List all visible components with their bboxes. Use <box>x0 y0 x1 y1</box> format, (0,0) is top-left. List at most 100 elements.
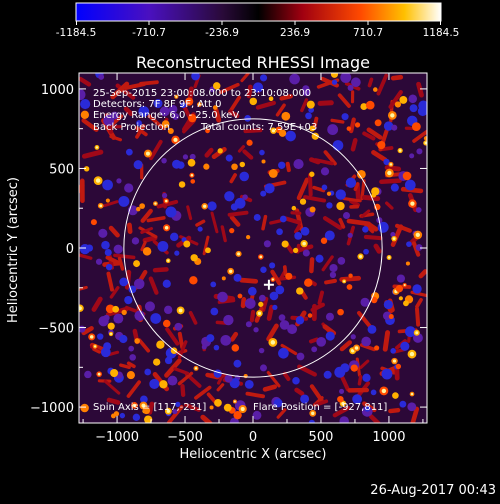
heatmap-blob <box>210 281 216 287</box>
heatmap-blob <box>75 89 86 100</box>
heatmap-blob <box>129 354 136 361</box>
heatmap-hotspot <box>246 235 250 239</box>
heatmap-streak <box>242 280 256 281</box>
heatmap-blob <box>324 371 332 379</box>
heatmap-blob <box>336 189 346 199</box>
heatmap-streak <box>311 160 318 162</box>
heatmap-blob <box>260 74 267 81</box>
heatmap-hotspot <box>351 364 358 371</box>
heatmap-blob <box>342 113 349 120</box>
heatmap-blob <box>158 241 169 252</box>
heatmap-blob <box>259 348 264 353</box>
heatmap-blob <box>297 353 305 361</box>
heatmap-hotspot <box>218 148 223 153</box>
heatmap-hotspot <box>392 392 399 399</box>
heatmap-blob <box>329 264 337 272</box>
heatmap-blob <box>416 207 422 213</box>
heatmap-blob <box>293 159 303 169</box>
heatmap-peak <box>390 113 394 117</box>
heatmap-blob <box>223 315 233 325</box>
heatmap-hotspot <box>188 159 196 167</box>
heatmap-hotspot <box>293 248 298 253</box>
heatmap-blob <box>287 324 297 334</box>
heatmap-hotspot <box>403 172 412 181</box>
heatmap-peak <box>195 367 197 369</box>
heatmap-hotspot <box>159 380 167 388</box>
heatmap-blob <box>114 245 123 254</box>
heatmap-hotspot <box>403 300 409 306</box>
heatmap-streak <box>390 410 398 411</box>
heatmap-peak <box>404 284 406 286</box>
heatmap-blob <box>80 244 90 254</box>
heatmap-blob <box>264 183 274 193</box>
heatmap-peak <box>179 308 183 312</box>
heatmap-hotspot <box>122 310 127 315</box>
heatmap-peak <box>165 200 168 203</box>
heatmap-peak <box>173 138 177 142</box>
heatmap-blob <box>231 203 238 210</box>
heatmap-streak <box>393 77 401 78</box>
heatmap-peak <box>165 226 169 230</box>
heatmap-blob <box>397 274 405 282</box>
heatmap-blob <box>409 153 414 158</box>
heatmap-streak <box>349 221 369 224</box>
heatmap-blob <box>416 244 423 251</box>
heatmap-blob <box>280 216 287 223</box>
heatmap-blob <box>362 226 368 232</box>
heatmap-hotspot <box>179 181 186 188</box>
heatmap-blob <box>118 196 129 207</box>
heatmap-hotspot <box>222 276 226 280</box>
heatmap-streak <box>271 221 281 223</box>
heatmap-blob <box>269 262 275 268</box>
heatmap-streak <box>421 271 425 276</box>
heatmap-streak <box>183 386 184 395</box>
heatmap-hotspot <box>262 160 266 164</box>
footer-date: 26-Aug-2017 00:43 <box>370 483 496 498</box>
heatmap-blob <box>233 360 241 368</box>
heatmap-blob <box>348 85 354 91</box>
annotation-method: Back Projection <box>93 122 170 133</box>
heatmap-streak <box>232 334 235 339</box>
heatmap-blob <box>80 99 90 109</box>
colorbar-tick-label: 710.7 <box>353 27 383 39</box>
heatmap-hotspot <box>229 228 234 233</box>
heatmap-hotspot <box>327 192 331 196</box>
heatmap-streak <box>419 84 422 95</box>
y-tick-label: −500 <box>38 322 74 337</box>
heatmap-hotspot <box>238 294 243 299</box>
heatmap-hotspot <box>156 341 164 349</box>
heatmap-streak <box>155 269 166 270</box>
heatmap-blob <box>210 308 218 316</box>
heatmap-hotspot <box>191 254 198 261</box>
heatmap-hotspot <box>395 101 401 107</box>
heatmap-hotspot <box>112 306 119 313</box>
heatmap-blob <box>113 314 123 324</box>
heatmap-peak <box>302 242 306 246</box>
heatmap-blob <box>246 321 252 327</box>
heatmap-blob <box>339 389 344 394</box>
heatmap-streak <box>265 387 275 390</box>
heatmap-hotspot <box>304 279 312 287</box>
heatmap-blob <box>128 346 134 352</box>
heatmap-peak <box>259 255 262 258</box>
heatmap-hotspot <box>190 179 195 184</box>
heatmap-blob <box>391 184 399 192</box>
heatmap-blob <box>162 193 167 198</box>
heatmap-peak <box>241 407 245 411</box>
heatmap-blob <box>97 333 103 339</box>
heatmap-blob <box>174 323 182 331</box>
heatmap-hotspot <box>133 260 140 267</box>
heatmap-hotspot <box>163 320 171 328</box>
heatmap-blob <box>384 300 393 309</box>
heatmap-blob <box>259 295 266 302</box>
heatmap-blob <box>340 72 351 83</box>
heatmap-streak <box>376 246 379 251</box>
heatmap-streak <box>247 394 263 397</box>
heatmap-hotspot <box>153 358 160 365</box>
heatmap-peak <box>229 270 232 273</box>
heatmap-streak <box>385 333 387 350</box>
heatmap-hotspot <box>203 164 209 170</box>
heatmap-hotspot <box>231 163 238 170</box>
heatmap-streak <box>332 120 343 122</box>
heatmap-streak <box>243 299 244 305</box>
